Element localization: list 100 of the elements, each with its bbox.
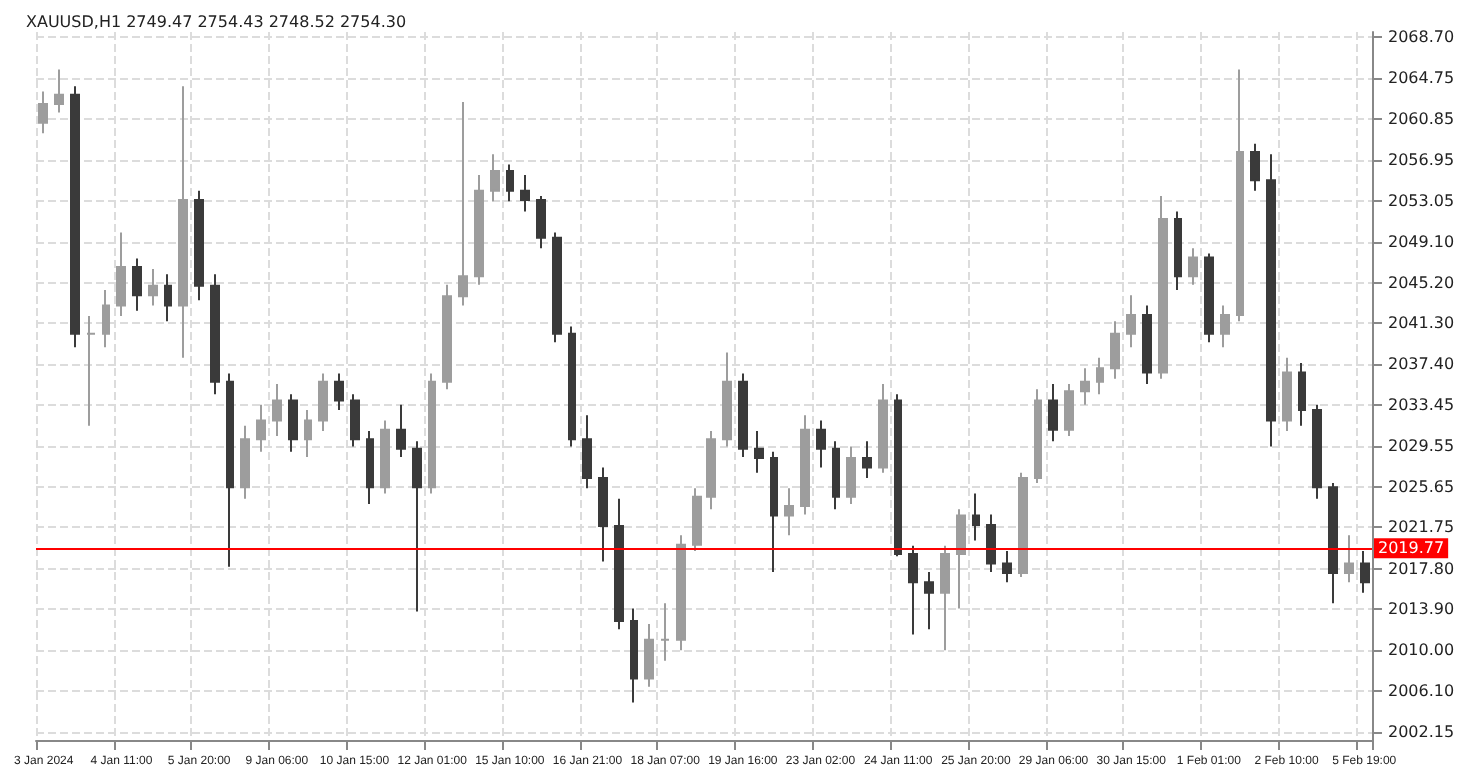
candlestick [334,372,344,412]
candlestick [1080,367,1090,406]
candlestick [458,100,468,307]
candlestick [288,393,298,453]
candlestick [1298,362,1306,427]
candlestick [692,487,702,552]
candlestick [86,315,96,427]
candlestick [832,440,840,511]
candlestick [1360,549,1370,594]
candlestick [908,544,918,636]
candlestick [1174,210,1182,291]
candlestick [1328,482,1338,605]
y-tick-label: 2013.90 [1388,600,1455,619]
candlestick [1158,194,1168,380]
y-tick-label: 2056.95 [1388,150,1455,169]
candlestick [568,325,576,448]
candlestick [38,90,48,135]
candlestick [1110,320,1120,380]
y-tick-label: 2021.75 [1388,518,1455,537]
candlestick [1344,534,1354,584]
candlestick [894,393,902,558]
candlestick [1236,68,1244,323]
y-tick-label: 2017.80 [1388,559,1455,578]
candlestick [520,174,530,213]
candlestick [1096,356,1104,396]
candlestick [1312,403,1322,500]
candlestick [1188,247,1198,286]
candlestick [1002,549,1012,584]
candlestick [878,382,888,474]
candlestick [598,466,608,563]
candlestick [272,382,282,438]
candlestick [1018,471,1028,579]
candlestick [116,231,126,318]
candlestick [506,163,514,203]
candlestick [862,440,872,479]
candlestick [1064,382,1074,438]
candlestick [132,257,142,312]
y-tick-label: 2002.15 [1388,723,1455,742]
candlestick [226,372,234,568]
candlestick [582,414,592,490]
candlestick [148,268,158,307]
y-tick-label: 2029.55 [1388,437,1455,456]
candlestick [630,607,638,704]
candlestick [706,429,716,511]
candlestick [1142,304,1152,385]
candlestick [54,68,64,114]
y-tick-label: 2041.30 [1388,314,1455,333]
y-tick-label: 2064.75 [1388,69,1455,88]
y-tick-label: 2025.65 [1388,477,1455,496]
candlestick [552,231,562,344]
candlestick [1048,382,1058,443]
candlestick [1034,388,1042,485]
y-tick-label: 2037.40 [1388,355,1455,374]
candlestick [1266,153,1276,448]
candlestick [350,393,360,448]
candlestick [770,450,778,573]
candlestick [784,487,794,537]
candlestick [256,403,266,453]
candlestick [986,513,996,573]
candlestick [194,189,204,302]
candlestick [1126,294,1136,349]
candlestick [676,534,686,652]
candlestick [816,419,826,469]
candlestick [318,372,328,432]
candlestick [754,429,764,474]
y-tick-label: 2049.10 [1388,232,1455,251]
candlestick [644,623,654,688]
candlestick [490,153,500,203]
candlestick [412,440,422,613]
y-tick-label: 2010.00 [1388,641,1455,660]
candlestick [164,273,172,323]
candlestick [380,419,390,495]
candlestick [738,372,748,459]
candlestick [70,85,80,349]
candlestick [924,570,934,631]
candlestick [240,424,250,500]
candlestick [800,414,810,516]
candlestick [474,174,484,286]
candlestick [1220,304,1230,349]
ref-line-label: 2019.77 [1378,539,1445,558]
candlestick [366,429,374,505]
y-tick-label: 2006.10 [1388,681,1455,700]
candlestick [1250,142,1260,192]
y-tick-label: 2060.85 [1388,110,1455,129]
candlestick [396,403,406,459]
candlestick [1282,356,1292,432]
candlestick [1204,252,1214,344]
y-tick-label: 2068.70 [1388,28,1455,47]
candlestick [940,544,950,652]
candlestick [956,508,966,610]
candlestick [304,409,312,459]
candlestick [102,288,110,349]
candlestick [428,372,436,495]
candlestick [178,85,188,359]
y-tick-label: 2053.05 [1388,191,1455,210]
candlestick [972,492,980,542]
candlestick [210,273,220,396]
y-tick-label: 2045.20 [1388,273,1455,292]
candlestick [846,445,856,505]
candlestick [660,602,670,662]
